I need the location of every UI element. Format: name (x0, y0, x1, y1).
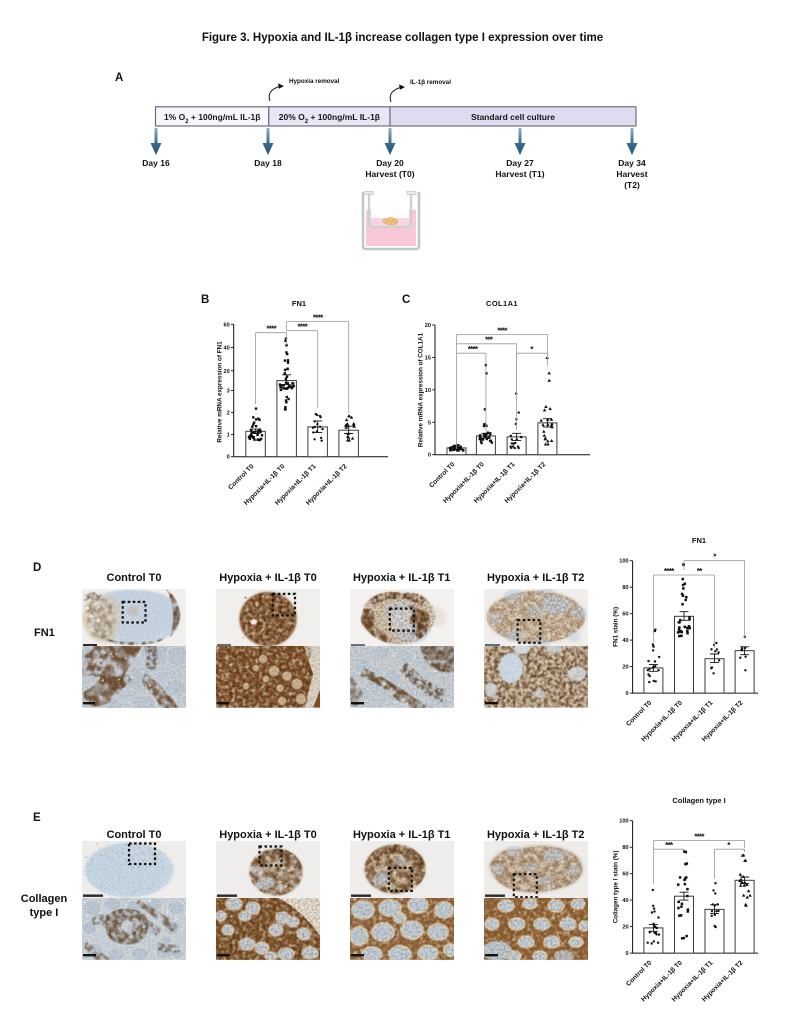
svg-text:15: 15 (425, 355, 431, 361)
svg-text:Relative mRNA expression of CO: Relative mRNA expression of COL1A1 (418, 332, 425, 447)
svg-text:Control T0: Control T0 (625, 699, 653, 727)
svg-text:FN1: FN1 (692, 536, 706, 545)
svg-text:Collagen type I stain (%): Collagen type I stain (%) (613, 851, 620, 924)
svg-text:10: 10 (425, 388, 431, 394)
svg-text:100: 100 (619, 559, 628, 565)
svg-text:1% O2 + 100ng/mL IL-1β: 1% O2 + 100ng/mL IL-1β (164, 112, 260, 125)
svg-text:2: 2 (227, 411, 230, 417)
svg-text:***: *** (485, 336, 494, 345)
svg-text:20: 20 (622, 665, 628, 671)
svg-text:80: 80 (622, 845, 628, 851)
svg-text:0: 0 (625, 951, 628, 957)
svg-text:0: 0 (428, 453, 431, 459)
svg-text:****: **** (313, 313, 324, 322)
svg-text:40: 40 (622, 898, 628, 904)
svg-text:100: 100 (619, 819, 628, 825)
svg-text:20% O2 + 100ng/mL IL-1β: 20% O2 + 100ng/mL IL-1β (279, 112, 380, 125)
svg-text:20: 20 (622, 925, 628, 931)
svg-text:*: * (713, 553, 717, 562)
svg-text:Control T0: Control T0 (625, 959, 653, 987)
svg-text:Control T0: Control T0 (428, 461, 456, 489)
svg-text:20: 20 (223, 369, 229, 375)
svg-text:*: * (727, 841, 731, 850)
svg-text:80: 80 (622, 585, 628, 591)
svg-text:****: **** (497, 326, 508, 335)
svg-text:3: 3 (227, 389, 230, 395)
svg-text:40: 40 (622, 638, 628, 644)
svg-text:COL1A1: COL1A1 (486, 299, 518, 308)
svg-text:60: 60 (622, 872, 628, 878)
svg-text:Hypoxia removal: Hypoxia removal (289, 78, 340, 85)
svg-text:FN1 stain (%): FN1 stain (%) (613, 607, 620, 647)
svg-text:***: *** (665, 841, 674, 850)
svg-text:Relative mRNA expression of FN: Relative mRNA expression of FN1 (217, 341, 224, 443)
svg-text:5: 5 (428, 420, 431, 426)
svg-text:Standard cell culture: Standard cell culture (471, 112, 555, 122)
svg-text:****: **** (468, 345, 479, 354)
svg-text:FN1: FN1 (292, 299, 306, 308)
svg-text:*: * (530, 345, 534, 354)
svg-text:40: 40 (223, 346, 229, 352)
svg-text:****: **** (297, 323, 308, 332)
svg-text:0: 0 (227, 455, 230, 461)
svg-text:60: 60 (622, 612, 628, 618)
svg-text:****: **** (266, 325, 277, 334)
svg-text:20: 20 (425, 323, 431, 329)
svg-text:60: 60 (223, 322, 229, 328)
svg-text:0: 0 (625, 691, 628, 697)
svg-text:**: ** (697, 567, 703, 576)
svg-text:****: **** (664, 567, 675, 576)
svg-text:Collagen type I: Collagen type I (672, 796, 725, 805)
svg-text:IL-1β removal: IL-1β removal (410, 79, 451, 86)
svg-text:****: **** (694, 832, 705, 841)
svg-text:1: 1 (227, 433, 230, 439)
svg-text:Control T0: Control T0 (227, 463, 255, 491)
